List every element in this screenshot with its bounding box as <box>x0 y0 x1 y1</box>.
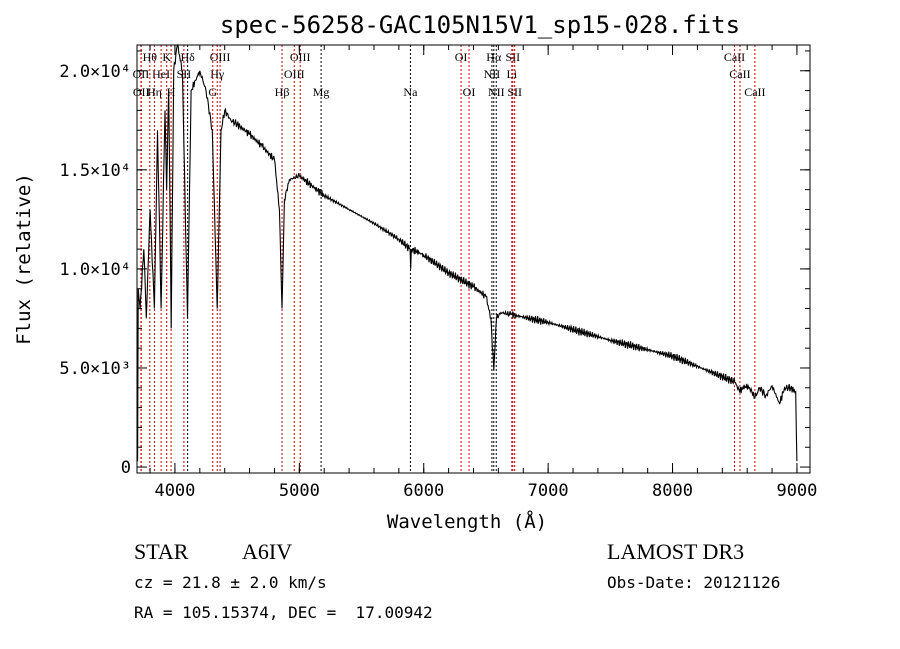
coordinates-text: RA = 105.15374, DEC = 17.00942 <box>134 603 433 622</box>
spectral-line-label: SII <box>177 67 192 81</box>
spectral-line-label: Na <box>403 85 418 99</box>
spectral-line-label: H <box>167 85 176 99</box>
spectral-line-label: OI <box>463 85 476 99</box>
spectral-line-label: Mg <box>313 85 330 99</box>
x-tick-label: 9000 <box>776 481 817 501</box>
object-subclass: A6IV <box>242 539 293 564</box>
spectral-line-label: G <box>208 85 217 99</box>
y-tick-label: 1.0×10⁴ <box>59 260 131 280</box>
spectral-line-label: OI <box>455 50 468 64</box>
y-tick-label: 1.5×10⁴ <box>59 161 131 181</box>
x-tick-label: 4000 <box>154 481 195 501</box>
spectral-line-label: NII <box>484 67 501 81</box>
spectral-line-label: Hγ <box>210 67 225 81</box>
plot-frame <box>136 44 811 474</box>
spectral-line-label: CaII <box>744 85 765 99</box>
chart-title: spec-56258-GAC105N15V1_sp15-028.fits <box>220 11 740 39</box>
spectral-line-label: OIII <box>284 67 305 81</box>
spectral-line-label: NII <box>488 85 505 99</box>
spectrum-line <box>137 43 798 462</box>
spectral-line-label: Hβ <box>275 85 290 99</box>
spectral-line-label: Li <box>506 67 517 81</box>
spectral-line-label: CaII <box>729 67 750 81</box>
object-class: STAR <box>134 539 189 564</box>
x-tick-label: 5000 <box>279 481 320 501</box>
spectral-line-label: K <box>162 50 171 64</box>
spectral-line-label: Hη <box>147 85 162 99</box>
spectral-line-label: CaII <box>724 50 745 64</box>
survey-name: LAMOST DR3 <box>607 539 745 564</box>
spectral-line-label: OIII <box>210 50 231 64</box>
spectral-line-label: Hα <box>486 50 502 64</box>
y-tick-label: 0 <box>121 458 131 478</box>
spectral-line-label: Hδ <box>180 50 195 64</box>
spectral-line-label: HeI <box>152 67 170 81</box>
obs-date: Obs-Date: 20121126 <box>607 573 781 592</box>
spectral-line-label: SII <box>507 85 522 99</box>
spectral-line-label: SII <box>505 50 520 64</box>
y-axis-label: Flux (relative) <box>13 173 35 345</box>
x-tick-label: 6000 <box>403 481 444 501</box>
x-axis-label: Wavelength (Å) <box>387 510 547 533</box>
x-tick-label: 7000 <box>528 481 569 501</box>
x-tick-label: 8000 <box>652 481 693 501</box>
y-tick-label: 2.0×10⁴ <box>59 62 131 82</box>
spectral-line-label: Hθ <box>143 50 158 64</box>
y-tick-label: 5.0×10³ <box>59 359 131 379</box>
spectral-line-label: OIII <box>290 50 311 64</box>
redshift-text: cz = 21.8 ± 2.0 km/s <box>134 573 327 592</box>
